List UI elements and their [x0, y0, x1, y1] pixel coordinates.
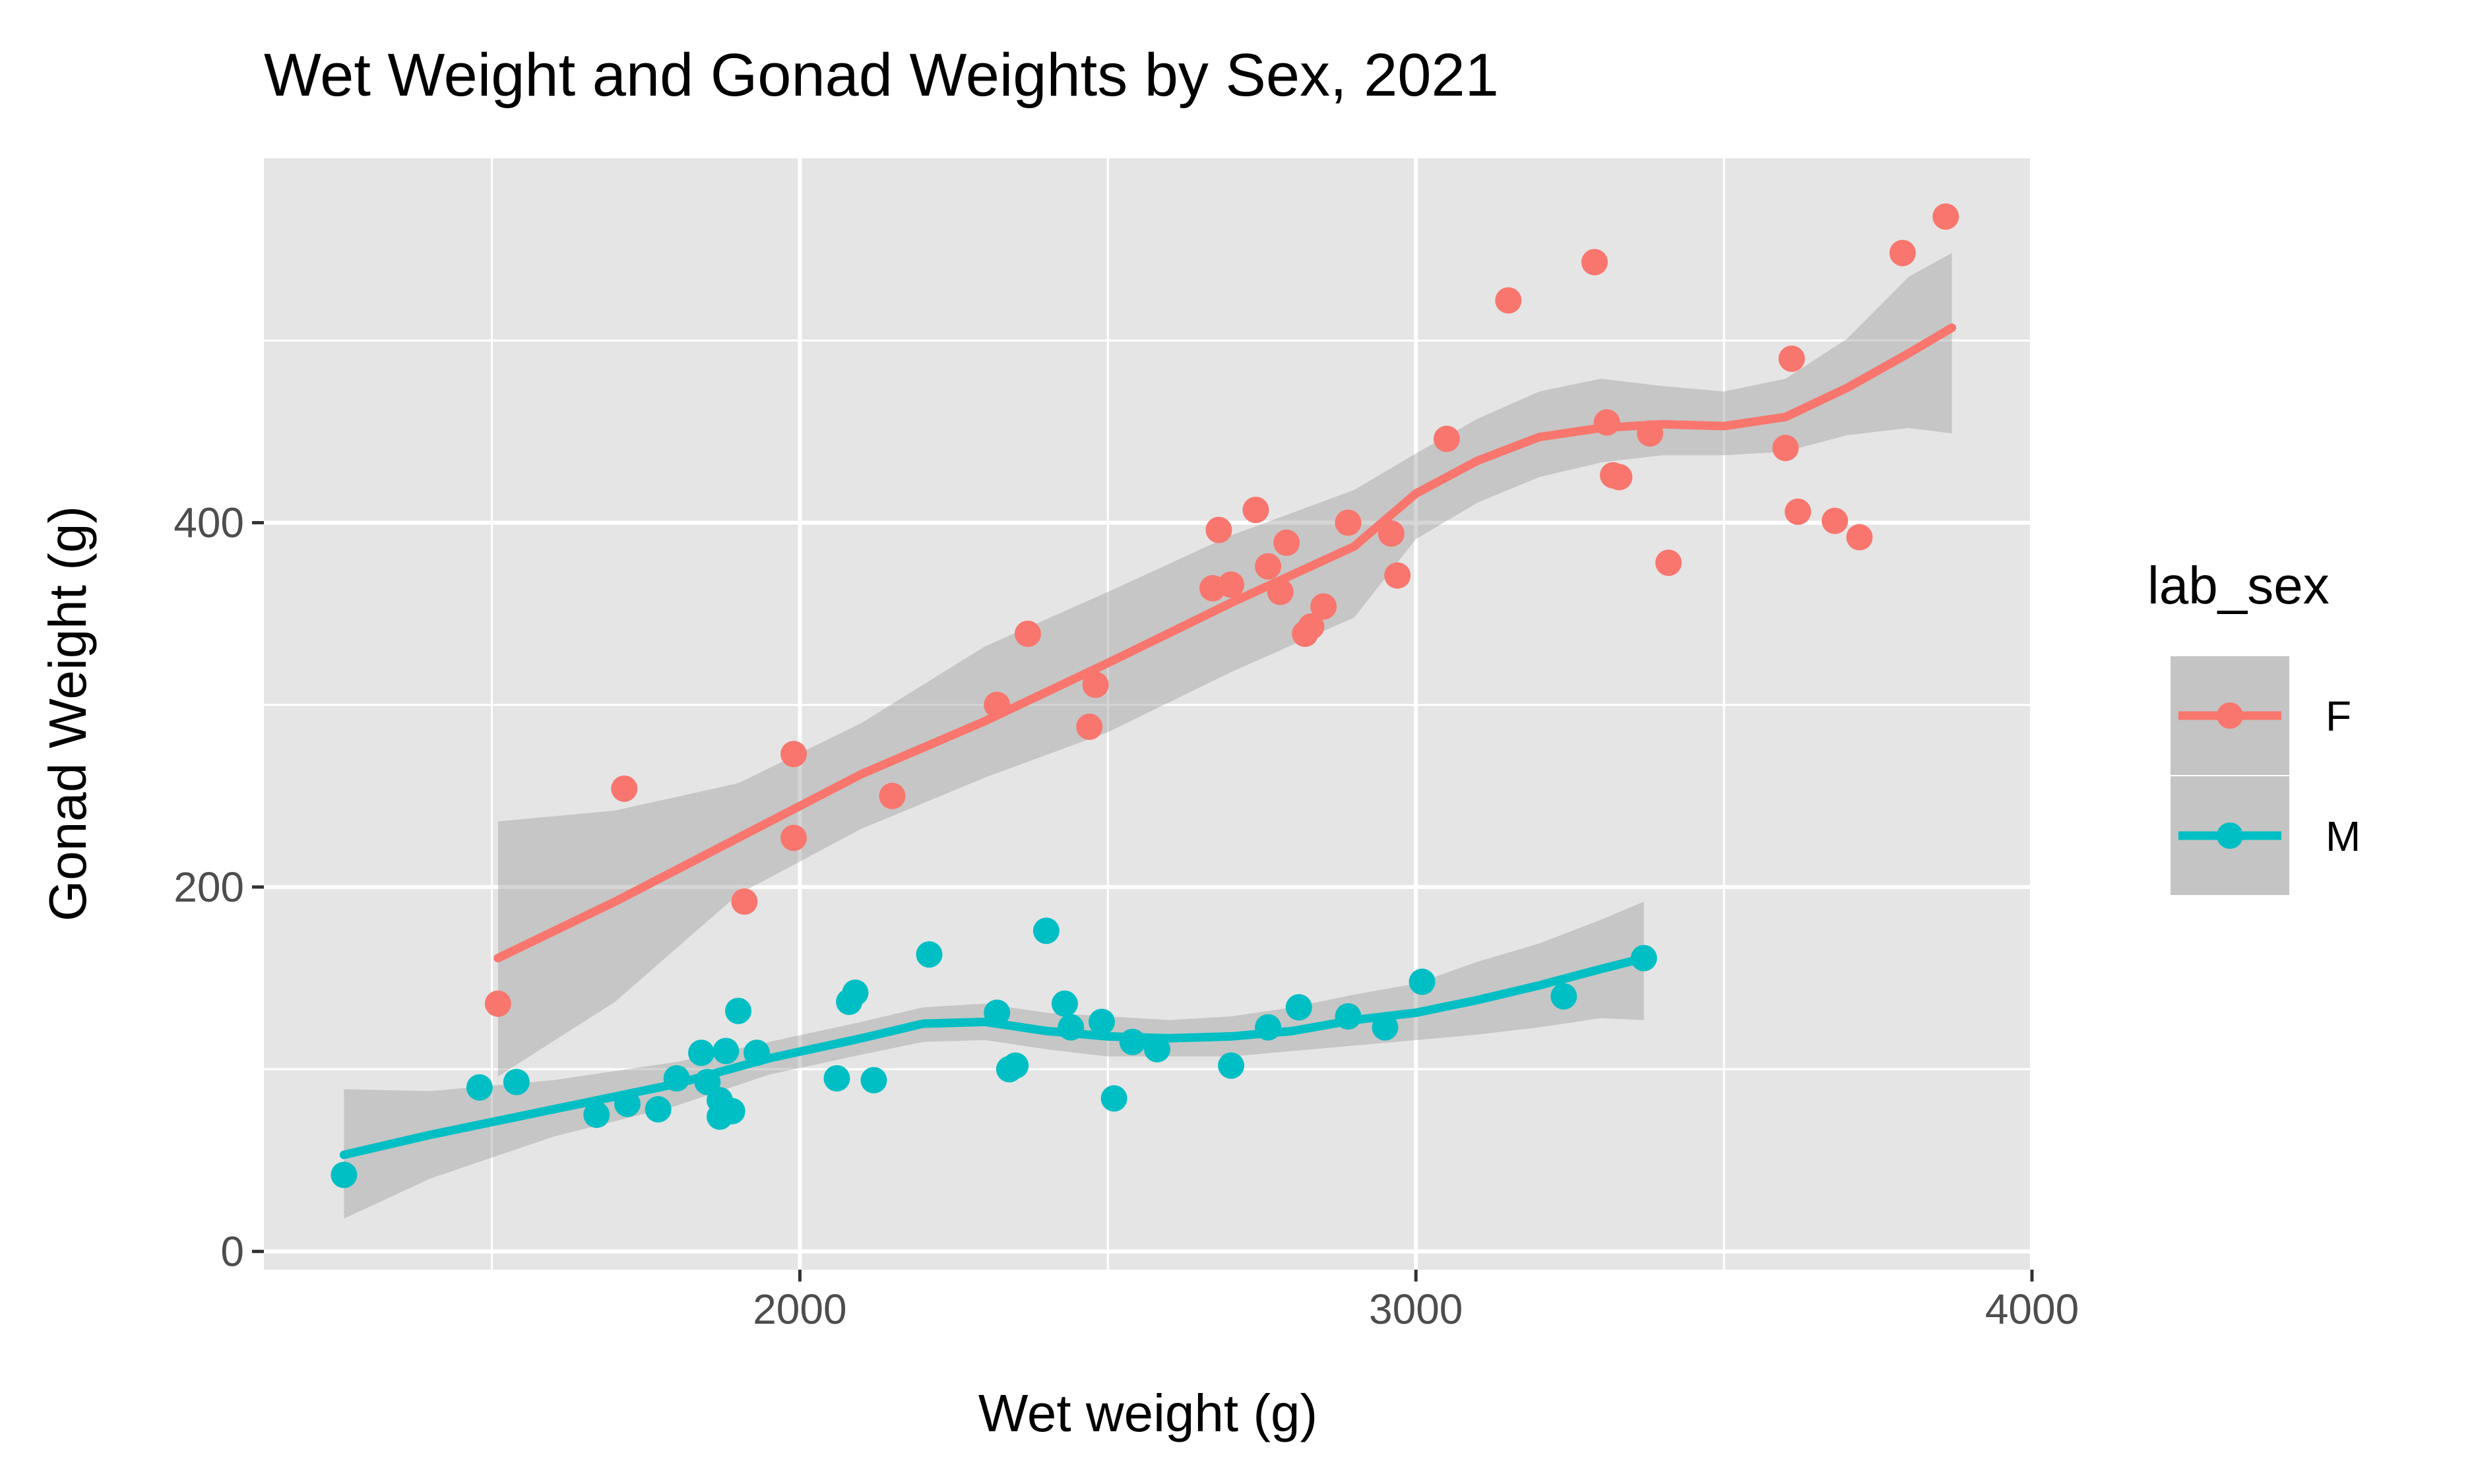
data-point-M: [503, 1068, 530, 1096]
data-point-F: [1384, 562, 1411, 589]
x-axis-title: Wet weight (g): [978, 1384, 1317, 1442]
data-point-M: [718, 1098, 745, 1125]
data-point-M: [331, 1161, 358, 1189]
legend-label-F: F: [2326, 693, 2351, 740]
confidence-band-F: [497, 253, 1952, 1077]
data-point-F: [1846, 524, 1873, 551]
data-point-F: [1378, 520, 1405, 547]
data-point-M: [1550, 983, 1577, 1010]
data-point-F: [1218, 571, 1245, 598]
data-point-M: [645, 1096, 672, 1123]
data-point-F: [1242, 497, 1269, 524]
data-point-M: [1002, 1052, 1029, 1079]
data-point-F: [484, 990, 511, 1017]
data-point-M: [916, 941, 943, 968]
data-point-F: [1785, 498, 1812, 525]
data-point-M: [823, 1065, 850, 1092]
data-point-F: [1433, 425, 1460, 452]
data-point-M: [1100, 1085, 1127, 1112]
data-point-M: [1051, 990, 1078, 1017]
data-point-F: [1273, 529, 1300, 556]
legend-title: lab_sex: [2147, 556, 2330, 615]
data-point-F: [1655, 549, 1682, 576]
legend-dot-F: [2217, 702, 2243, 729]
data-point-M: [1285, 994, 1312, 1021]
y-axis-title: Gonad Weight (g): [38, 506, 97, 921]
data-point-F: [1335, 509, 1362, 536]
legend-dot-M: [2217, 822, 2243, 849]
data-point-F: [1606, 464, 1633, 491]
data-point-M: [725, 997, 752, 1024]
data-point-F: [1205, 516, 1232, 543]
y-tick-label: 200: [174, 863, 244, 911]
data-point-F: [1822, 507, 1849, 534]
smooth-line-F: [493, 323, 1957, 963]
data-point-F: [1310, 593, 1337, 620]
legend-label-M: M: [2326, 813, 2361, 860]
x-tick-label: 4000: [1985, 1285, 2079, 1333]
data-point-M: [687, 1039, 714, 1067]
data-point-F: [1772, 435, 1799, 462]
y-tick-label: 400: [174, 499, 244, 546]
axes: 2000 3000 4000 0 200 400: [174, 499, 2079, 1333]
data-point-M: [1088, 1008, 1115, 1036]
data-point-M: [466, 1074, 493, 1101]
data-point-M: [1144, 1036, 1171, 1063]
data-point-M: [1409, 968, 1436, 995]
chart-title: Wet Weight and Gonad Weights by Sex, 202…: [264, 42, 1499, 109]
data-point-F: [1076, 713, 1103, 740]
data-point-M: [860, 1067, 887, 1094]
data-point-F: [1014, 620, 1041, 647]
confidence-bands: [344, 253, 1952, 1219]
major-gridlines: [264, 158, 2034, 1270]
data-point-F: [780, 741, 808, 768]
data-point-F: [1581, 249, 1608, 276]
x-tick-label: 2000: [753, 1285, 846, 1333]
data-point-F: [1255, 553, 1282, 580]
data-point-F: [1298, 613, 1325, 640]
data-point-M: [842, 979, 869, 1006]
data-point-F: [1932, 203, 1959, 230]
data-point-M: [1032, 917, 1060, 944]
data-point-M: [713, 1037, 740, 1065]
data-point-F: [1082, 671, 1109, 698]
plot-panel: [264, 158, 2032, 1270]
minor-gridlines: [264, 158, 2032, 1270]
data-point-F: [611, 775, 638, 802]
data-point-M: [583, 1101, 610, 1128]
data-point-F: [731, 888, 758, 915]
data-point-F: [1778, 345, 1805, 372]
data-point-F: [1495, 287, 1522, 314]
smooth-lines: [339, 323, 1957, 1159]
data-point-M: [1218, 1052, 1245, 1079]
smooth-line-M: [339, 954, 1649, 1159]
data-point-F: [780, 824, 808, 851]
y-tick-label: 0: [220, 1227, 244, 1275]
legend: lab_sex F M: [2147, 556, 2361, 895]
data-point-F: [1889, 239, 1916, 266]
data-point-F: [879, 782, 906, 809]
x-tick-label: 3000: [1369, 1285, 1463, 1333]
